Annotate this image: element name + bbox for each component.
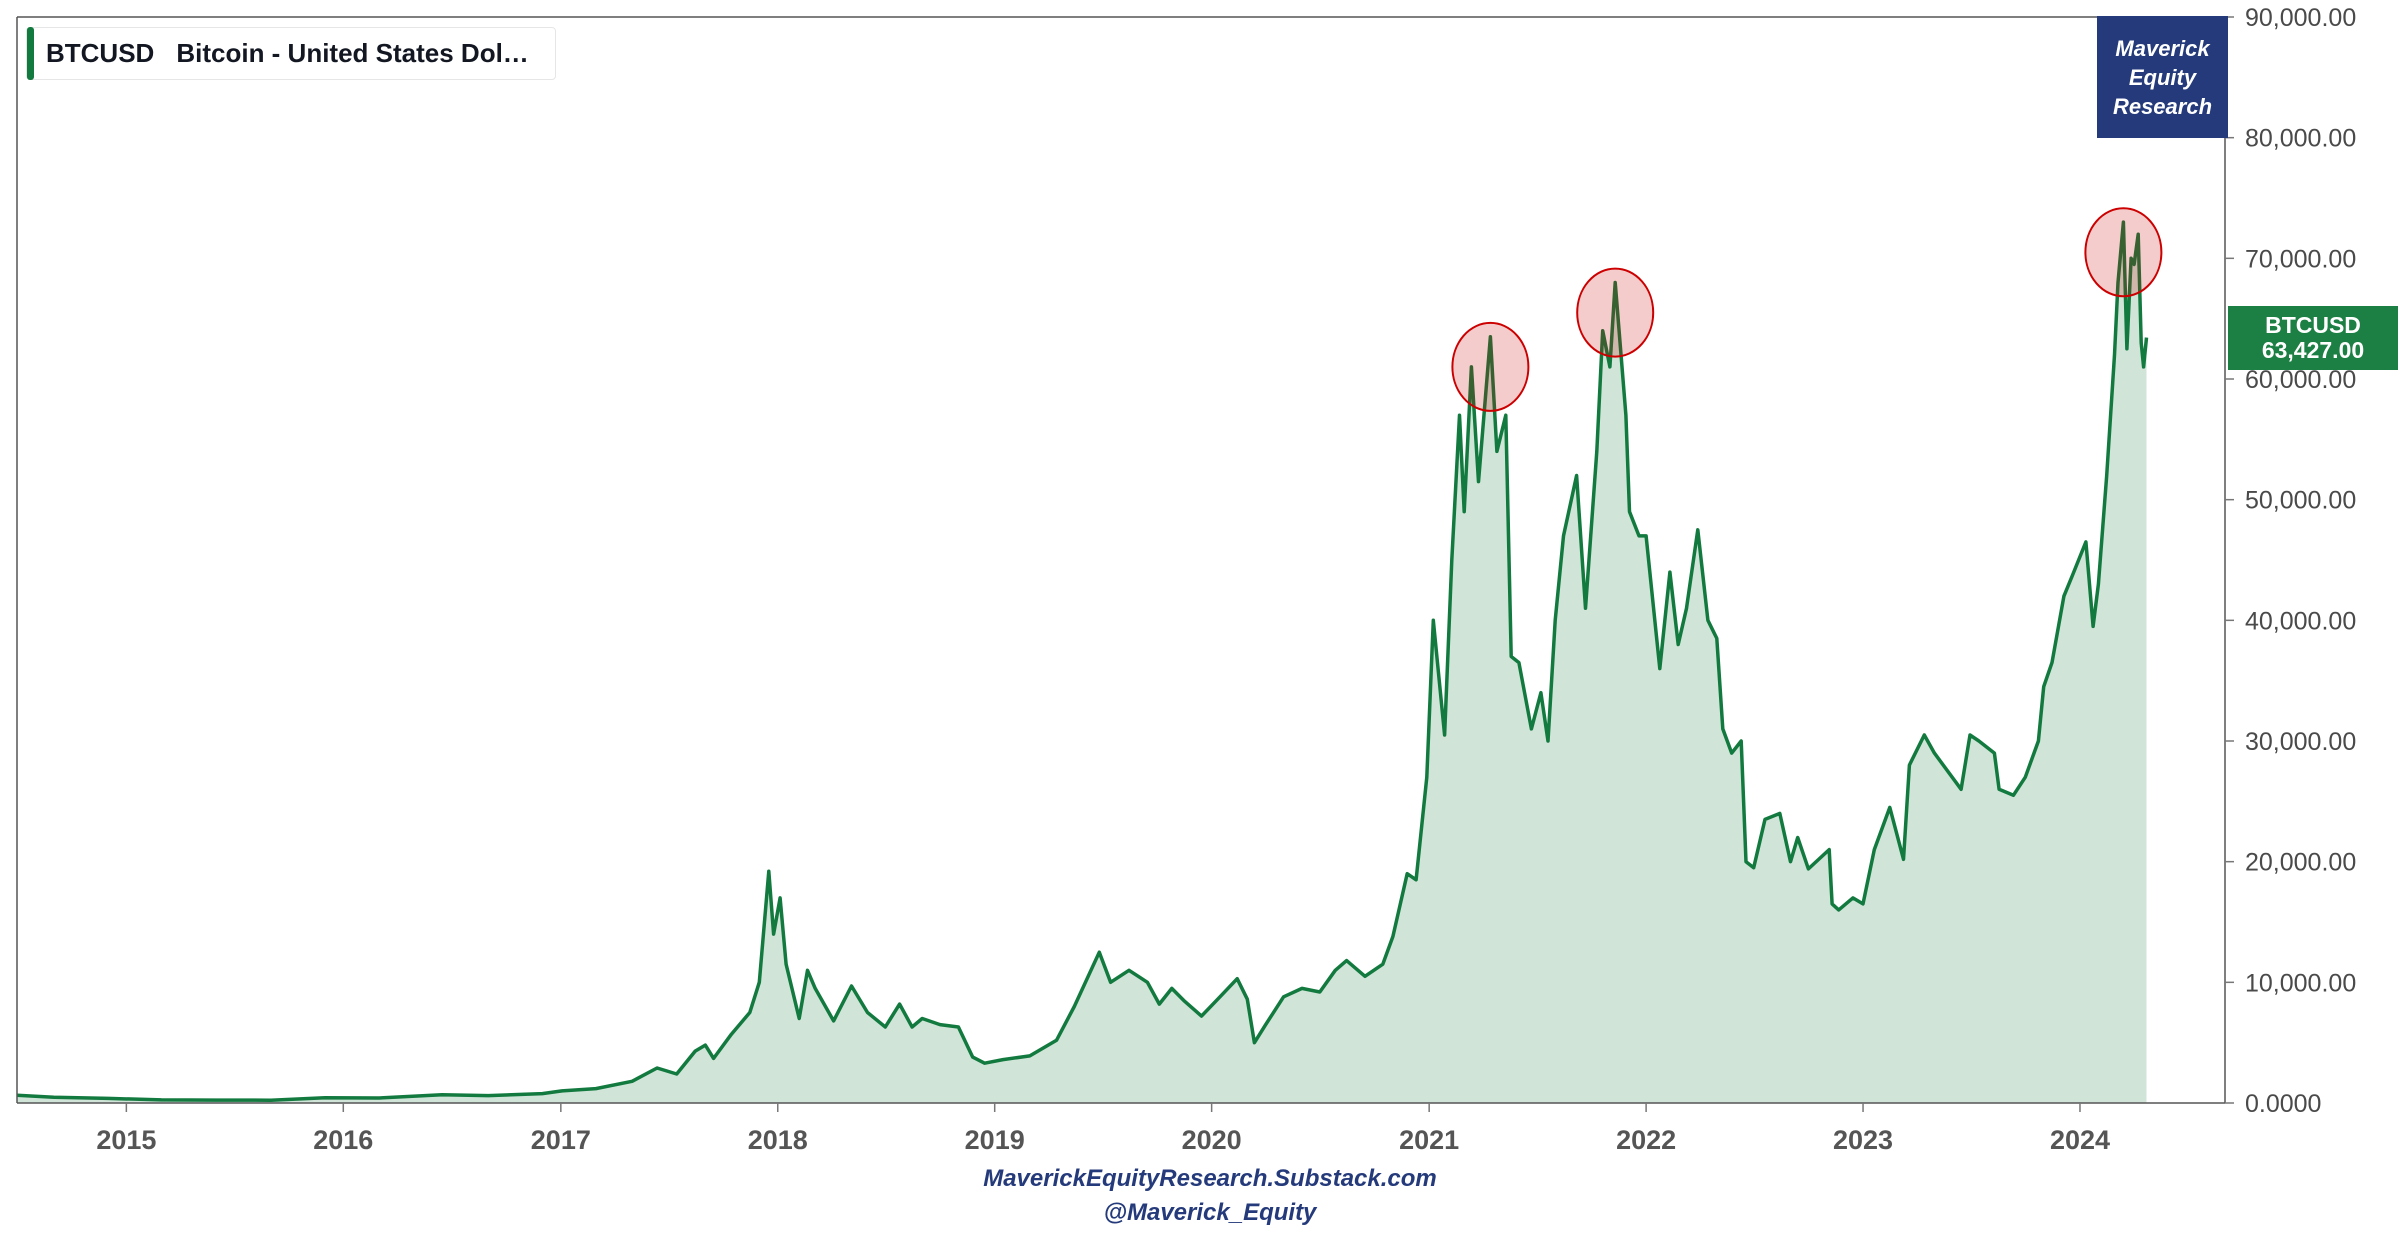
price-line [16,220,2149,1102]
highlight-layer [1451,207,2163,412]
x-tick-label: 2023 [1833,1125,1893,1155]
y-tick-label: 10,000.00 [2245,969,2356,997]
legend-symbol: BTCUSD [46,38,155,68]
x-tick-label: 2017 [531,1125,591,1155]
brand-line-2: Equity [2128,64,2197,90]
line-layer [16,220,2149,1102]
y-tick-label: 50,000.00 [2245,487,2356,515]
x-tick-label: 2021 [1399,1125,1459,1155]
price-area [17,222,2147,1104]
brand-line-3: Research [2112,93,2213,119]
y-tick-label: 70,000.00 [2245,245,2356,273]
highlight-circle-peak-2021-04 [1451,321,1530,412]
area-layer [17,222,2147,1104]
y-tick-label: 80,000.00 [2245,125,2356,153]
legend-name: Bitcoin - United States Dol… [176,38,529,68]
brand-line-1: Maverick [2115,35,2210,61]
y-tick-label: 30,000.00 [2245,728,2356,756]
legend-swatch [27,27,34,80]
x-tick-label: 2019 [965,1125,1025,1155]
footer-handle: @Maverick_Equity [1103,1199,1317,1226]
x-tick-label: 2020 [1182,1125,1242,1155]
x-tick-label: 2024 [2050,1125,2110,1155]
price-tag-value: 63,427.00 [2261,337,2365,363]
plot-frame [16,16,2226,1104]
x-tick-label: 2018 [748,1125,808,1155]
y-tick-label: 90,000.00 [2245,4,2356,32]
y-tick-label: 0.0000 [2245,1090,2321,1118]
y-tick-label: 60,000.00 [2245,366,2356,394]
x-tick-label: 2022 [1616,1125,1676,1155]
last-price-tag: BTCUSD 63,427.00 [2228,306,2398,370]
y-axis: 0.0000 10,000.00 20,000.00 30,000.00 40,000.… [2225,4,2356,1118]
x-tick-label: 2015 [96,1125,156,1155]
footer-site: MaverickEquityResearch.Substack.com [983,1165,1437,1192]
y-tick-label: 40,000.00 [2245,607,2356,635]
brand-logo: Maverick Equity Research [2097,16,2228,138]
price-tag-symbol: BTCUSD [2265,312,2361,338]
highlight-circle-peak-2024-03 [2084,207,2163,298]
x-tick-label: 2016 [313,1125,373,1155]
highlight-circle-peak-2021-11 [1576,267,1655,358]
x-axis: 2015 2016 2017 2018 2019 2020 2021 2022 2023 2024 [96,1103,2110,1155]
y-tick-label: 20,000.00 [2245,849,2356,877]
legend[interactable]: BTCUSD Bitcoin - United States Dol… [26,27,556,80]
